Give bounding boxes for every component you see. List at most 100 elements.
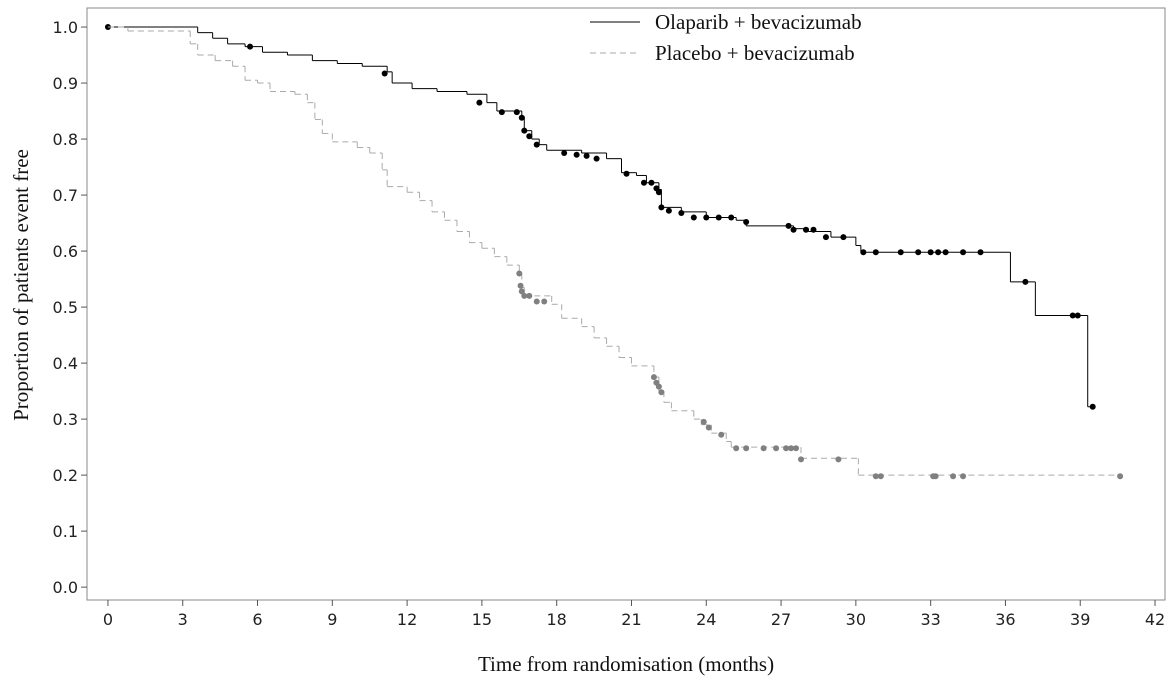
censor-mark: [860, 249, 867, 256]
censor-mark: [872, 249, 879, 256]
y-tick-label: 1.0: [53, 18, 78, 37]
censor-mark: [790, 226, 797, 233]
x-tick-label: 27: [771, 610, 791, 629]
censor-mark: [840, 234, 847, 241]
x-tick-label: 0: [103, 610, 113, 629]
censor-mark: [690, 214, 697, 221]
censor-mark: [810, 226, 817, 233]
censor-mark: [942, 249, 949, 256]
censor-mark: [648, 179, 655, 186]
censor-mark: [650, 374, 657, 381]
censor-mark: [1022, 278, 1029, 285]
censor-mark: [518, 288, 525, 295]
censor-mark: [932, 473, 939, 480]
censor-mark: [678, 209, 685, 216]
censor-mark: [950, 473, 957, 480]
x-tick-label: 33: [920, 610, 940, 629]
x-tick-label: 42: [1145, 610, 1165, 629]
censor-mark: [835, 456, 842, 463]
censor-mark: [665, 207, 672, 214]
legend-label: Placebo + bevacizumab: [655, 41, 855, 65]
censor-mark: [655, 383, 662, 390]
censor-mark: [498, 109, 505, 116]
censor-mark: [743, 445, 750, 452]
censor-mark: [705, 424, 712, 431]
censor-mark: [773, 445, 780, 452]
y-tick-label: 0.7: [53, 186, 78, 205]
censor-mark: [541, 298, 548, 305]
x-tick-label: 12: [397, 610, 417, 629]
censor-mark: [877, 473, 884, 480]
censor-mark: [533, 141, 540, 148]
censor-mark: [658, 389, 665, 396]
y-tick-label: 0.6: [53, 242, 78, 261]
y-tick-label: 0.8: [53, 130, 78, 149]
x-tick-label: 24: [696, 610, 716, 629]
censor-mark: [533, 298, 540, 305]
censor-mark: [872, 473, 879, 480]
censor-mark: [1089, 403, 1096, 410]
y-tick-label: 0.3: [53, 410, 78, 429]
censor-mark: [802, 226, 809, 233]
censor-mark: [897, 249, 904, 256]
plot-frame: [86, 7, 1166, 601]
censor-mark: [593, 155, 600, 162]
censor-mark: [927, 249, 934, 256]
censor-mark: [733, 445, 740, 452]
censor-mark: [728, 214, 735, 221]
x-tick-label: 30: [846, 610, 866, 629]
censor-mark: [526, 292, 533, 299]
censor-mark: [658, 204, 665, 211]
censor-mark: [798, 456, 805, 463]
y-tick-label: 0.9: [53, 74, 78, 93]
censor-mark: [476, 99, 483, 106]
censor-mark: [783, 445, 790, 452]
censor-mark: [703, 214, 710, 221]
censor-mark: [960, 473, 967, 480]
y-tick-label: 0.1: [53, 522, 78, 541]
x-axis-label: Time from randomisation (months): [478, 652, 774, 676]
x-tick-label: 3: [178, 610, 188, 629]
censor-mark: [623, 170, 630, 177]
x-tick-label: 15: [472, 610, 492, 629]
censor-mark: [516, 270, 523, 277]
censor-mark: [715, 214, 722, 221]
y-axis-label: Proportion of patients event free: [9, 149, 33, 421]
censor-mark: [513, 109, 520, 116]
censor-mark: [793, 445, 800, 452]
y-tick-label: 0.2: [53, 466, 78, 485]
y-tick-label: 0.0: [53, 578, 78, 597]
censor-mark: [573, 151, 580, 158]
x-tick-label: 9: [327, 610, 337, 629]
censor-mark: [743, 218, 750, 225]
censor-mark: [788, 445, 795, 452]
x-tick-label: 6: [252, 610, 262, 629]
censor-mark: [521, 127, 528, 134]
censor-mark: [785, 222, 792, 229]
censor-mark: [977, 249, 984, 256]
censor-mark: [960, 249, 967, 256]
censor-mark: [1117, 473, 1124, 480]
censor-mark: [521, 292, 528, 299]
x-tick-label: 36: [995, 610, 1015, 629]
censor-mark: [915, 249, 922, 256]
censor-mark: [517, 282, 524, 289]
y-tick-label: 0.5: [53, 298, 78, 317]
x-tick-label: 18: [547, 610, 567, 629]
x-tick-label: 39: [1070, 610, 1090, 629]
censor-mark: [1069, 312, 1076, 319]
censor-mark: [247, 43, 254, 50]
censor-mark: [822, 234, 829, 241]
censor-mark: [700, 418, 707, 425]
legend-label: Olaparib + bevacizumab: [655, 10, 862, 34]
censor-mark: [526, 133, 533, 140]
censor-mark: [1074, 312, 1081, 319]
censor-mark: [583, 152, 590, 159]
y-tick-label: 0.4: [53, 354, 78, 373]
censor-mark: [381, 70, 388, 77]
censor-mark: [718, 431, 725, 438]
censor-mark: [935, 249, 942, 256]
censor-mark: [640, 179, 647, 186]
